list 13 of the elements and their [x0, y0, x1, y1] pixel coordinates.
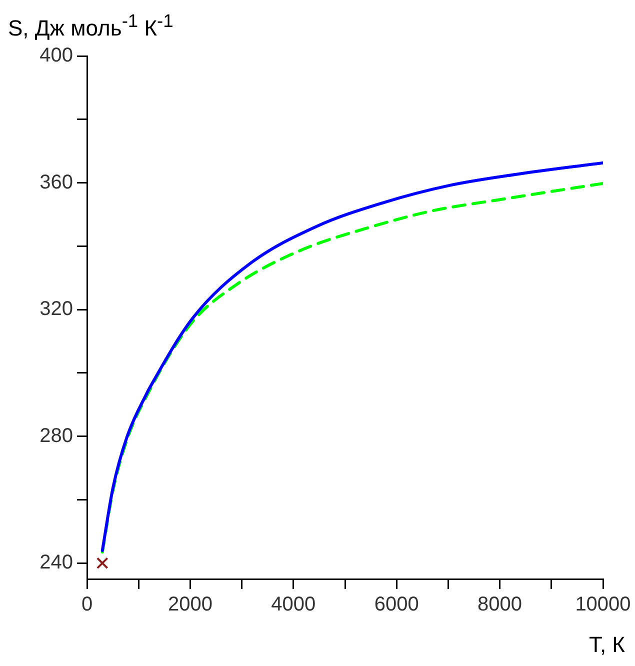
x-tick-label: 10000: [575, 594, 631, 616]
y-tick-label: 280: [40, 424, 73, 447]
y-tick-label: 360: [40, 171, 73, 194]
x-tick-label: 6000: [374, 594, 419, 616]
x-tick-label: 4000: [271, 594, 316, 616]
y-tick-label: 320: [40, 298, 73, 320]
x-tick-label: 0: [81, 594, 93, 616]
y-tick-label: 240: [40, 552, 73, 574]
x-tick-label: 2000: [168, 594, 212, 616]
y-tick-label: 400: [40, 44, 73, 67]
y-axis-title: S, Дж моль$^{-1}$ К$^{-1}$: [8, 10, 174, 42]
x-tick-label: 8000: [478, 594, 522, 616]
x-axis-title: T, К: [588, 632, 625, 658]
